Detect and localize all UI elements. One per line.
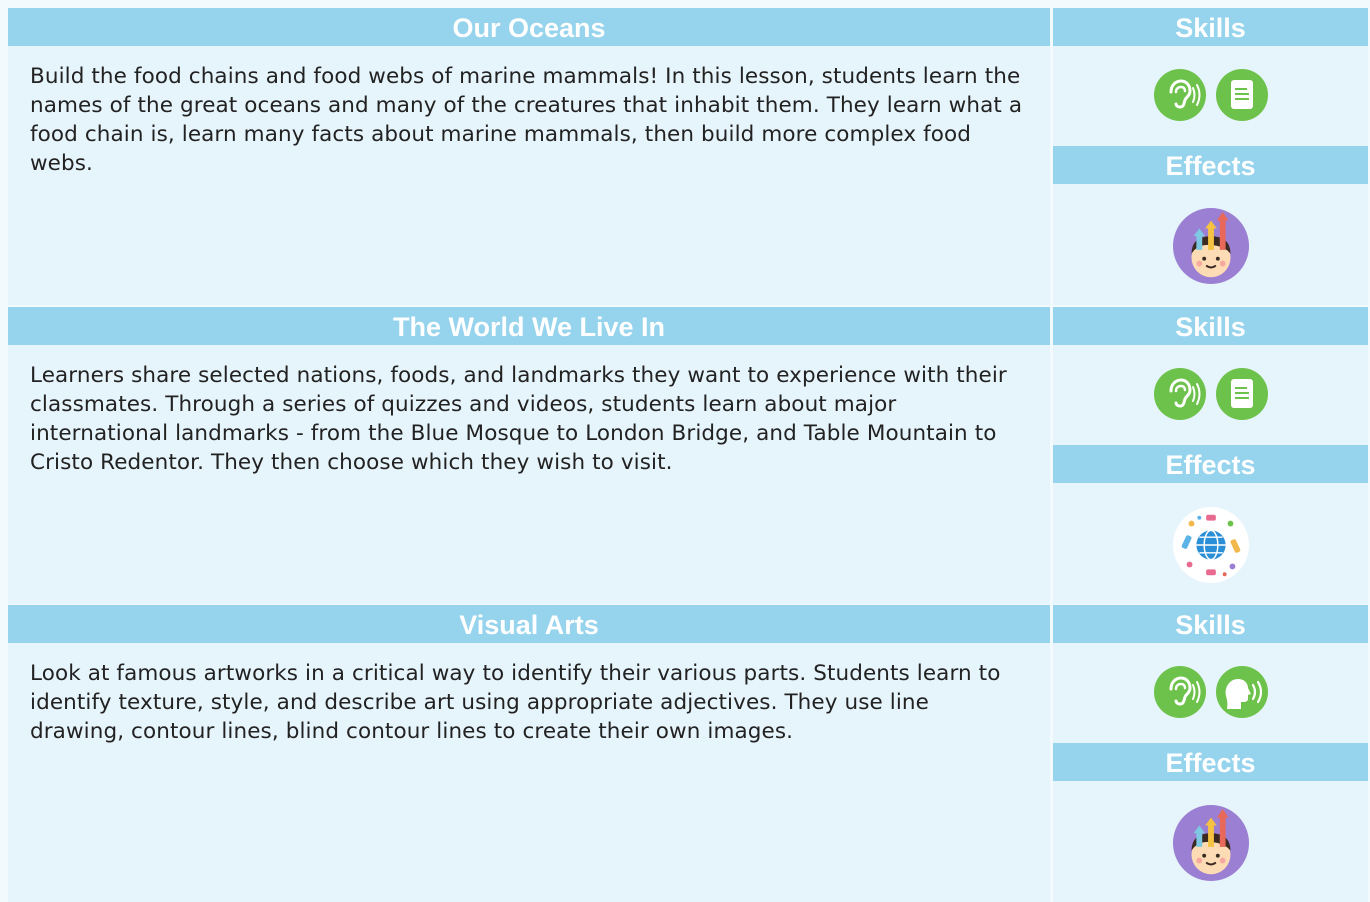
lesson-side: Skills Effects	[1053, 605, 1368, 902]
lesson-row: The World We Live In Learners share sele…	[8, 307, 1368, 604]
lesson-row: Visual Arts Look at famous artworks in a…	[8, 605, 1368, 902]
lesson-title: The World We Live In	[8, 307, 1050, 345]
lesson-main: Visual Arts Look at famous artworks in a…	[8, 605, 1050, 902]
lesson-description: Look at famous artworks in a critical wa…	[8, 643, 1050, 902]
lesson-description: Learners share selected nations, foods, …	[8, 345, 1050, 604]
lesson-main: Our Oceans Build the food chains and foo…	[8, 8, 1050, 305]
skills-icons	[1053, 643, 1368, 740]
skills-header: Skills	[1053, 307, 1368, 345]
growth-icon	[1172, 804, 1250, 882]
effects-header: Effects	[1053, 743, 1368, 781]
effects-header: Effects	[1053, 146, 1368, 184]
effects-icons	[1053, 187, 1368, 305]
skills-header: Skills	[1053, 8, 1368, 46]
effects-header: Effects	[1053, 445, 1368, 483]
lesson-main: The World We Live In Learners share sele…	[8, 307, 1050, 604]
lesson-title: Our Oceans	[8, 8, 1050, 46]
reading-icon	[1215, 68, 1269, 122]
growth-icon	[1172, 207, 1250, 285]
lesson-description: Build the food chains and food webs of m…	[8, 46, 1050, 305]
skills-icons	[1053, 46, 1368, 143]
lesson-title: Visual Arts	[8, 605, 1050, 643]
listening-icon	[1153, 665, 1207, 719]
global-icon	[1172, 506, 1250, 584]
lesson-row: Our Oceans Build the food chains and foo…	[8, 8, 1368, 305]
skills-header: Skills	[1053, 605, 1368, 643]
skills-icons	[1053, 345, 1368, 442]
listening-icon	[1153, 68, 1207, 122]
reading-icon	[1215, 367, 1269, 421]
lesson-side: Skills Effects	[1053, 307, 1368, 604]
speaking-icon	[1215, 665, 1269, 719]
lesson-side: Skills Effects	[1053, 8, 1368, 305]
effects-icons	[1053, 486, 1368, 604]
effects-icons	[1053, 784, 1368, 902]
listening-icon	[1153, 367, 1207, 421]
